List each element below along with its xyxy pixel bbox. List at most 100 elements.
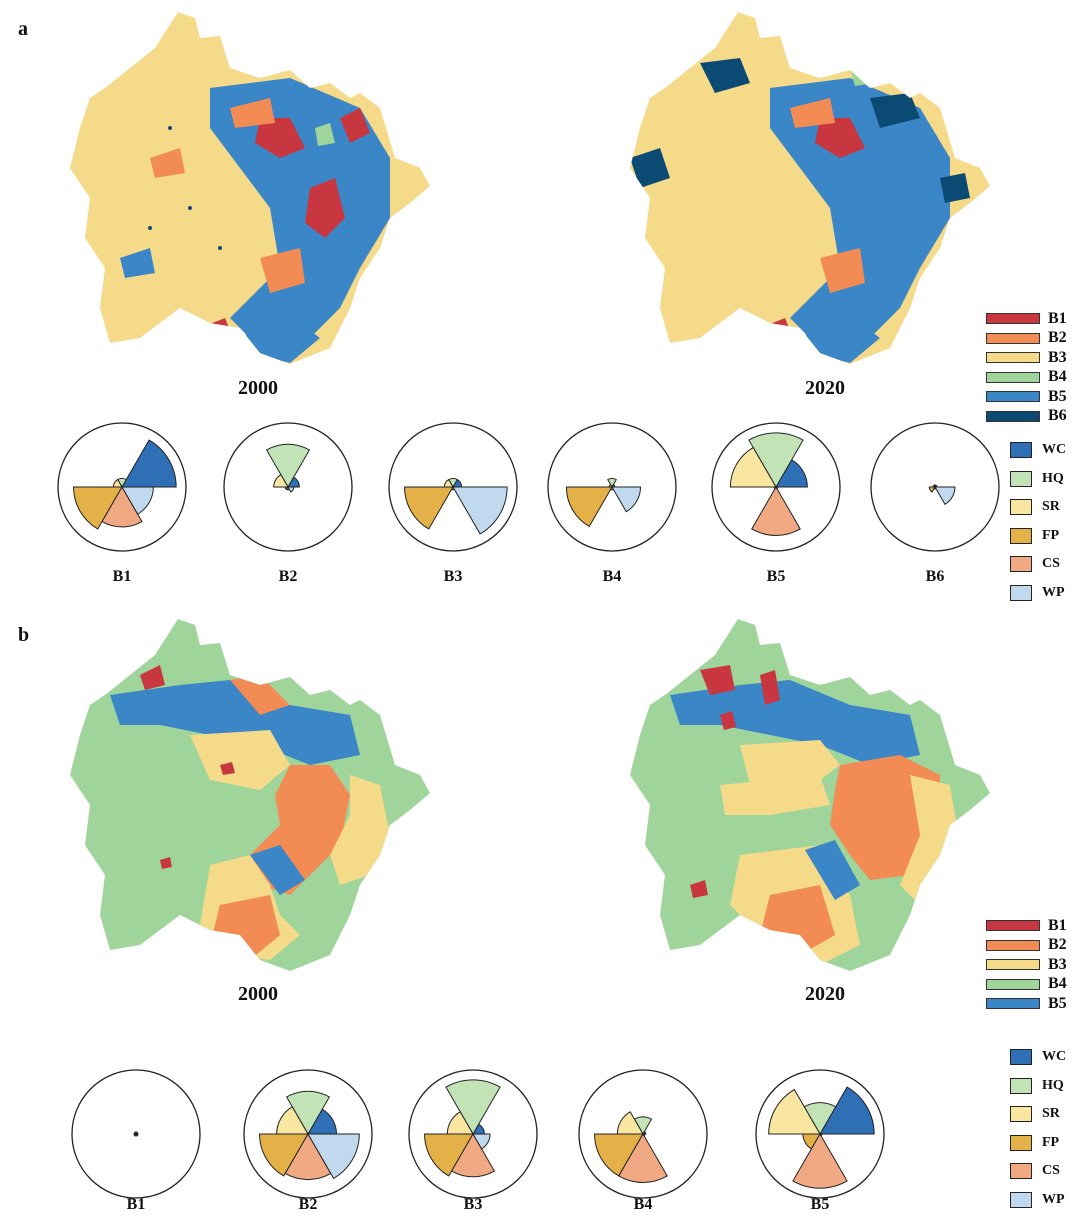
rose-sector-cs — [101, 486, 143, 528]
indicator-swatch — [1010, 1163, 1032, 1180]
indicator-label: CS — [1042, 1163, 1060, 1179]
map-b-2020 — [630, 619, 990, 971]
legend-a-bundle-b1: B1 — [986, 309, 1067, 329]
rose-label-b-b1: B1 — [126, 1196, 146, 1213]
rose-a-b1 — [57, 422, 187, 552]
legend-label: B4 — [1048, 975, 1067, 993]
rose-label-a-b1: B1 — [112, 568, 132, 585]
legend-b-bundle-b3: B3 — [986, 955, 1067, 975]
indicator-swatch — [1010, 470, 1032, 487]
rose-sector-fp — [594, 1133, 644, 1177]
legend-swatch — [986, 352, 1040, 364]
legend-b-bundle-b1: B1 — [986, 916, 1067, 936]
legend-label: B3 — [1048, 348, 1067, 366]
rose-label-b-b5: B5 — [810, 1196, 830, 1213]
indicator-label: HQ — [1042, 470, 1064, 486]
rose-sector-wp — [611, 486, 642, 513]
legend-label: B2 — [1048, 936, 1067, 954]
rose-sector-wp — [452, 486, 508, 535]
indicator-legend-wc: WC — [1010, 1043, 1066, 1072]
map-b-2000-year: 2000 — [238, 983, 278, 1005]
indicator-legend-wc: WC — [1010, 436, 1066, 465]
legend-swatch — [986, 920, 1040, 932]
rose-label-a-b2: B2 — [278, 568, 298, 585]
legend-swatch — [986, 959, 1040, 971]
legend-label: B1 — [1048, 309, 1067, 327]
rose-b-b3 — [408, 1069, 538, 1199]
rose-sector-wc — [819, 1086, 875, 1135]
rose-sector-hq — [445, 1079, 501, 1136]
map-a-2000 — [70, 12, 430, 364]
legend-b-indicators: WC HQ SR FP CS WP — [1010, 1043, 1066, 1214]
legend-swatch — [986, 391, 1040, 403]
indicator-legend-cs: CS — [1010, 550, 1066, 579]
rose-sector-fp — [259, 1133, 309, 1177]
map-a-2020 — [630, 12, 990, 364]
panel-a-label: a — [18, 18, 28, 40]
rose-sector-wp — [775, 486, 779, 490]
rose-b-b1 — [71, 1069, 201, 1199]
legend-label: B5 — [1048, 994, 1067, 1012]
rose-sector-fp — [73, 486, 123, 530]
rose-sector-hq — [607, 477, 617, 488]
indicator-legend-wp: WP — [1010, 579, 1066, 608]
rose-sector-sr — [768, 1088, 821, 1135]
rose-a-b6 — [870, 422, 1000, 552]
indicator-label: WC — [1042, 1049, 1067, 1065]
legend-swatch — [986, 939, 1040, 951]
indicator-legend-fp: FP — [1010, 522, 1066, 551]
rose-label-b-b2: B2 — [298, 1196, 318, 1213]
indicator-legend-wp: WP — [1010, 1186, 1066, 1215]
legend-swatch — [986, 332, 1040, 344]
legend-label: B5 — [1048, 387, 1067, 405]
rose-sector-cs — [751, 486, 801, 536]
panel-b-label: b — [18, 624, 30, 646]
rose-sector-hq — [285, 1090, 331, 1135]
indicator-legend-sr: SR — [1010, 493, 1066, 522]
indicator-label: FP — [1042, 1134, 1060, 1150]
rose-label-a-b3: B3 — [443, 568, 463, 585]
indicator-label: HQ — [1042, 1077, 1064, 1093]
legend-label: B6 — [1048, 407, 1067, 425]
indicator-swatch — [1010, 499, 1032, 516]
rose-a-b5 — [711, 422, 841, 552]
legend-swatch — [986, 978, 1040, 990]
rose-sector-fp — [404, 486, 454, 530]
rose-sector-sr — [729, 446, 777, 488]
indicator-legend-sr: SR — [1010, 1100, 1066, 1129]
indicator-label: FP — [1042, 527, 1060, 543]
indicator-swatch — [1010, 556, 1032, 573]
map-b-2020-year: 2020 — [805, 983, 845, 1005]
legend-swatch — [986, 371, 1040, 383]
indicator-swatch — [1010, 1134, 1032, 1151]
legend-a-indicators: WC HQ SR FP CS WP — [1010, 436, 1066, 607]
legend-label: B1 — [1048, 916, 1067, 934]
rose-sector-wp — [307, 1133, 360, 1180]
indicator-label: WP — [1042, 584, 1065, 600]
legend-swatch — [986, 313, 1040, 325]
indicator-label: WP — [1042, 1191, 1065, 1207]
legend-a-bundle-b5: B5 — [986, 387, 1067, 407]
indicator-swatch — [1010, 1077, 1032, 1094]
legend-b-bundle-b2: B2 — [986, 936, 1067, 956]
rose-sector-fp — [565, 486, 613, 528]
indicator-label: CS — [1042, 556, 1060, 572]
legend-a-bundle-b6: B6 — [986, 407, 1067, 427]
rose-sector-cs — [792, 1133, 848, 1189]
rose-label-a-b4: B4 — [602, 568, 622, 585]
rose-sector-sr — [273, 473, 289, 488]
indicator-swatch — [1010, 527, 1032, 544]
legend-a-bundle-b3: B3 — [986, 348, 1067, 368]
indicator-swatch — [1010, 442, 1032, 459]
legend-b-bundle-b4: B4 — [986, 975, 1067, 995]
indicator-legend-hq: HQ — [1010, 1072, 1066, 1101]
legend-b-bundles: B1 B2 B3 B4 B5 — [986, 916, 1067, 1014]
map-a-2000-year: 2000 — [238, 377, 278, 399]
rose-sector-cs — [284, 1133, 332, 1181]
rose-a-b4 — [547, 422, 677, 552]
rose-sector-wp — [642, 1133, 646, 1137]
rose-label-b-b4: B4 — [633, 1196, 653, 1213]
rose-a-b3 — [388, 422, 518, 552]
rose-label-b-b3: B3 — [463, 1196, 483, 1213]
legend-label: B4 — [1048, 368, 1067, 386]
